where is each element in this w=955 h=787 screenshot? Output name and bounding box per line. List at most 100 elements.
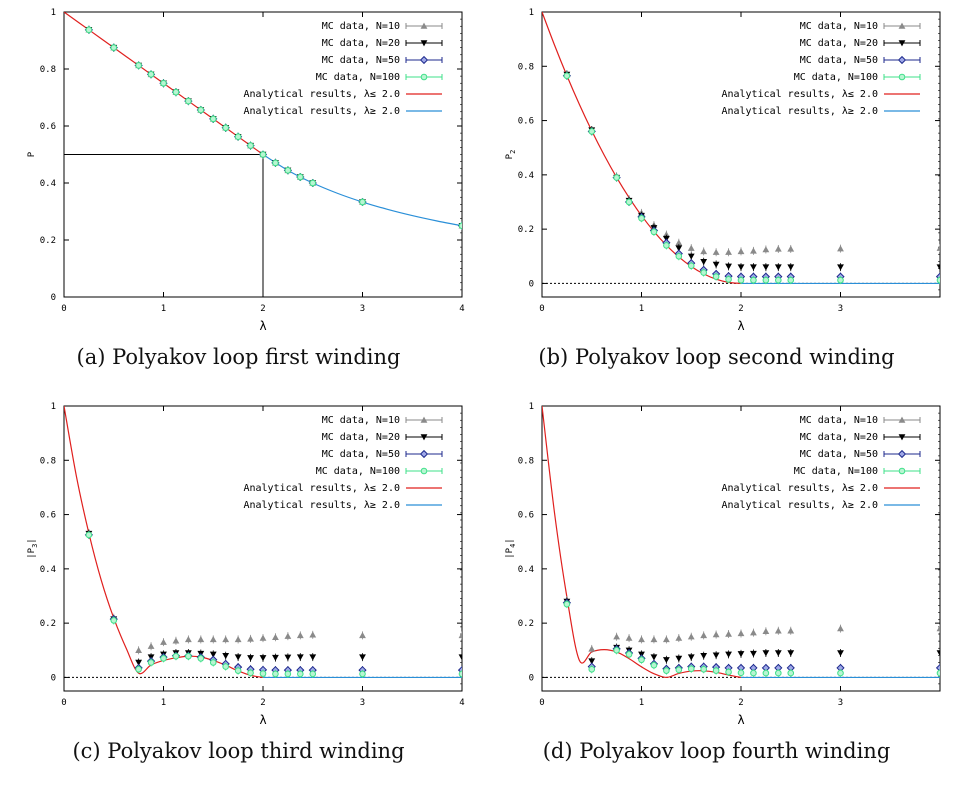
data-point-n100: [625, 651, 633, 658]
series-n50: [84, 530, 462, 675]
x-tick-label: 3: [838, 304, 843, 314]
legend-label: Analytical results, λ≤ 2.0: [243, 483, 400, 494]
data-point-n100: [737, 276, 745, 284]
data-point-n100: [762, 276, 770, 284]
data-point-n20: [700, 652, 708, 660]
legend: MC data, N=10 MC data, N=20 MC data, N=50 M…: [721, 415, 921, 511]
plot-frame: [63, 405, 463, 692]
data-point-n20: [222, 652, 230, 660]
y-tick-label: 0: [529, 673, 534, 683]
x-tick-label: 4: [459, 698, 464, 708]
x-tick-label: 3: [360, 698, 365, 708]
data-point-n100: [147, 659, 155, 666]
x-tick-label: 1: [161, 698, 166, 708]
data-point-n100: [613, 174, 620, 181]
x-tick-label: 2: [738, 698, 743, 708]
data-point-n10: [662, 636, 670, 643]
data-point-n100: [359, 198, 366, 206]
legend-marker: [420, 416, 428, 423]
data-point-n100: [259, 670, 267, 677]
data-point-n10: [662, 231, 670, 238]
legend-label: MC data, N=20: [322, 432, 400, 443]
data-point-n20: [209, 651, 217, 658]
data-point-n100: [650, 228, 658, 236]
series-n20: [563, 70, 940, 272]
data-point-n100: [663, 667, 670, 674]
legend-label: Analytical results, λ≤ 2.0: [721, 89, 878, 100]
data-point-n100: [110, 44, 118, 51]
data-point-n10: [687, 244, 695, 251]
data-point-n100: [588, 128, 596, 135]
data-point-n10: [712, 631, 720, 638]
data-point-n100: [185, 97, 192, 105]
data-point-n20: [750, 264, 757, 271]
x-tick-label: 2: [260, 304, 265, 314]
chart-c-svg: 00.20.40.60.810 1 2 3 4λ|P3|MC data, N=10MC …: [27, 402, 465, 727]
x-tick-label: 4: [459, 304, 464, 314]
x-tick-label: 0: [539, 698, 544, 708]
data-point-n20: [272, 654, 279, 662]
y-axis-label: |P3|: [27, 538, 39, 558]
data-point-n100: [675, 252, 683, 260]
data-point-n100: [687, 665, 695, 673]
y-tick-label: 1: [529, 402, 534, 412]
legend-label: Analytical results, λ≤ 2.0: [243, 89, 400, 100]
legend-label: MC data, N=10: [322, 21, 400, 32]
data-point-n10: [638, 636, 645, 643]
data-point-n100: [687, 262, 695, 270]
data-point-n100: [284, 670, 292, 678]
data-point-n10: [762, 246, 770, 253]
data-point-n100: [197, 106, 205, 114]
data-point-n20: [259, 655, 267, 662]
data-point-n10: [613, 633, 621, 640]
data-point-n100: [700, 665, 707, 673]
y-tick-label: 0: [51, 293, 56, 303]
data-point-n20: [458, 654, 462, 661]
caption-d-label: (d): [542, 739, 573, 763]
data-point-n100: [650, 661, 658, 669]
data-point-n10: [725, 630, 732, 637]
x-axis-label: λ: [737, 713, 744, 727]
legend-label: MC data, N=20: [800, 432, 878, 443]
data-point-n10: [209, 636, 217, 643]
data-point-n10: [787, 245, 795, 252]
y-tick-label: 0.8: [518, 456, 534, 466]
data-point-n10: [234, 636, 242, 643]
data-point-n10: [774, 245, 782, 252]
caption-c-text: Polyakov loop third winding: [107, 739, 405, 763]
legend-marker: [420, 434, 428, 441]
data-point-n10: [687, 633, 695, 640]
legend-label: MC data, N=100: [316, 466, 400, 477]
data-point-n100: [563, 600, 571, 608]
data-point-n100: [663, 242, 670, 249]
caption-c-label: (c): [72, 739, 101, 763]
chart-panel-b: 0 0.2 0.4 0.6 0.8 1 0 1 2 3 λ P2 MC data, N=10 MC dat…: [478, 0, 955, 393]
data-point-n100: [936, 669, 940, 677]
data-point-n20: [296, 654, 304, 661]
data-point-n10: [458, 631, 462, 639]
caption-c: (c) Polyakov loop third winding: [0, 739, 477, 763]
data-point-n10: [737, 248, 745, 255]
data-point-n10: [259, 634, 267, 641]
y-tick-label: 1: [529, 8, 534, 18]
data-point-n100: [185, 652, 192, 660]
y-tick-label: 0.8: [518, 62, 534, 72]
legend-marker: [898, 40, 906, 47]
data-point-n100: [297, 173, 304, 181]
data-point-n20: [774, 264, 782, 271]
y-tick-label: 0.4: [40, 565, 56, 575]
data-point-n100: [837, 669, 844, 677]
plot-area: [542, 12, 940, 285]
data-point-n100: [284, 167, 292, 174]
legend-label: MC data, N=50: [800, 55, 878, 66]
data-point-n100: [613, 646, 620, 654]
legend: MC data, N=10 MC data, N=20 MC data, N=50 M…: [243, 415, 443, 511]
y-tick-label: 0.6: [518, 117, 534, 127]
data-point-n100: [638, 656, 645, 664]
legend-marker: [898, 467, 906, 475]
data-point-n10: [787, 627, 795, 634]
data-point-n100: [712, 273, 720, 280]
data-point-n20: [837, 264, 844, 271]
data-point-n100: [234, 133, 242, 140]
series-n20: [85, 25, 462, 230]
